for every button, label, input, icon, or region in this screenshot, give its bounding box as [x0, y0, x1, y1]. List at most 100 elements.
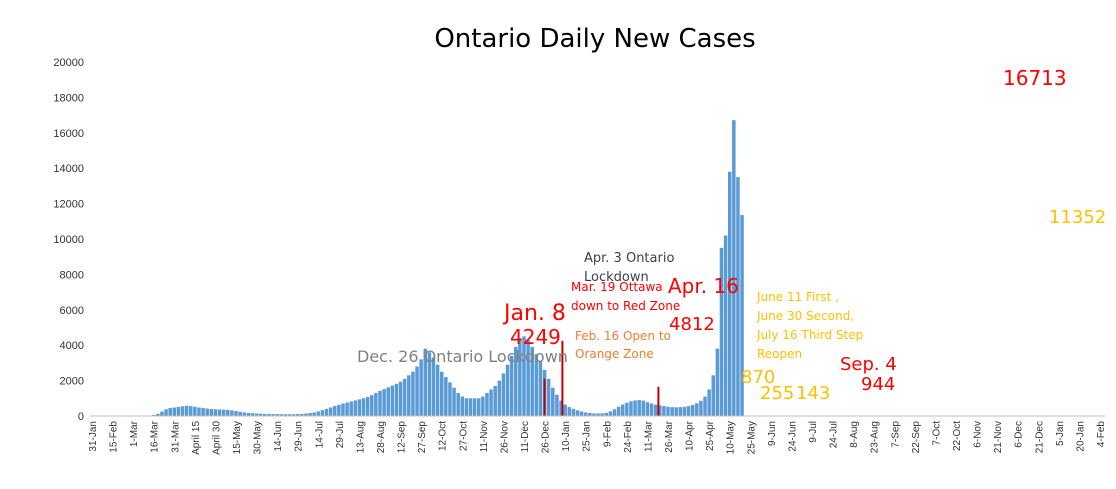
x-tick-label: 24-Jul: [829, 421, 840, 448]
bar: [258, 413, 263, 416]
bar: [583, 412, 588, 416]
x-tick-label: 24-Feb: [623, 421, 634, 453]
x-tick-label: 6-Dec: [1014, 421, 1025, 448]
bar: [378, 390, 382, 416]
bar: [197, 407, 201, 416]
bar: [711, 375, 716, 416]
annotation-value-143: 143: [796, 383, 830, 404]
bar: [489, 389, 493, 416]
bar-series: [147, 120, 744, 416]
bar: [427, 352, 432, 416]
annotation-value-870: 870: [741, 367, 775, 388]
bar: [555, 394, 559, 416]
bar: [390, 385, 395, 416]
annotation-apr16-label: Apr. 16: [668, 274, 739, 298]
bar: [193, 406, 197, 416]
x-tick-label: 12-Oct: [438, 421, 449, 451]
bar: [431, 357, 436, 416]
bar: [151, 414, 156, 416]
bar: [275, 414, 279, 416]
bar: [230, 410, 234, 416]
bar: [328, 407, 333, 416]
x-tick-label: 15-May: [232, 421, 243, 454]
bar: [575, 410, 580, 416]
bar: [361, 398, 366, 416]
x-tick-label: 10-Apr: [685, 420, 696, 451]
bar: [164, 409, 168, 416]
x-tick-label: 9-Feb: [602, 421, 613, 448]
bar: [295, 414, 300, 416]
bar: [522, 336, 526, 416]
bar: [246, 412, 251, 416]
bar: [625, 402, 629, 416]
bar: [304, 413, 308, 416]
x-tick-label: April 30: [211, 421, 222, 455]
bar: [645, 402, 650, 416]
x-tick-label: 26-Nov: [499, 421, 510, 453]
bar: [505, 364, 510, 416]
bar: [439, 371, 444, 416]
x-tick-label: 4-Feb: [1096, 421, 1107, 448]
bar: [662, 406, 666, 416]
x-tick-label: 7-Sep: [890, 421, 901, 448]
bar: [579, 411, 584, 416]
y-tick-label: 2000: [60, 376, 84, 388]
annotation-peak-value: 16713: [1003, 66, 1067, 90]
bar: [324, 408, 329, 416]
bar: [612, 409, 617, 416]
x-tick-label: 22-Sep: [911, 421, 922, 454]
y-tick-label: 12000: [53, 199, 84, 211]
bar: [620, 404, 625, 416]
annotation-feb16-line1: Feb. 16 Open to: [575, 329, 671, 343]
bar: [184, 405, 189, 416]
bar: [588, 412, 592, 416]
bar: [201, 408, 205, 416]
bar: [353, 400, 358, 416]
bar: [653, 404, 658, 416]
bar: [176, 406, 181, 416]
bar: [238, 411, 242, 416]
bar: [213, 409, 218, 416]
bar: [221, 409, 226, 416]
x-tick-label: 27-Sep: [417, 421, 428, 454]
x-tick-label: 24-Jun: [787, 421, 798, 452]
bar: [604, 412, 609, 416]
bar: [345, 402, 349, 416]
x-tick-label: 14-Jun: [273, 421, 284, 452]
annotation-apr3-line2: Lockdown: [584, 270, 649, 285]
bar: [727, 171, 732, 416]
bar: [279, 414, 284, 416]
y-tick-label: 0: [78, 411, 84, 423]
bar: [641, 400, 646, 416]
bar: [723, 235, 728, 416]
bar: [682, 406, 687, 416]
annotation-feb16-line2: Orange Zone: [575, 347, 654, 361]
bar: [567, 407, 572, 416]
bar: [415, 366, 419, 416]
x-tick-label: 21-Dec: [1034, 421, 1045, 453]
annotation-reopen-line1: June 11 First ,: [756, 290, 839, 304]
bar: [332, 406, 337, 416]
x-tick-label: 28-Aug: [376, 421, 387, 453]
bar: [357, 399, 362, 416]
bar: [703, 396, 707, 416]
bar: [633, 400, 637, 416]
x-tick-label: 1-Mar: [129, 420, 140, 447]
bar: [695, 403, 699, 416]
annotation-apr3-line1: Apr. 3 Ontario: [584, 251, 674, 266]
annotation-sep4-value: 944: [861, 374, 895, 395]
bar: [719, 247, 724, 416]
x-tick-label: 30-May: [253, 421, 264, 454]
x-tick-label: 15-Feb: [109, 421, 120, 453]
x-tick-label: 25-May: [746, 421, 757, 454]
y-tick-label: 18000: [53, 92, 84, 104]
bar: [551, 387, 555, 416]
bar: [649, 403, 654, 416]
bar: [407, 375, 411, 416]
bar: [217, 409, 222, 416]
bar: [670, 407, 674, 416]
x-tick-label: 6-Nov: [973, 421, 984, 448]
bar: [435, 364, 440, 416]
annotation-reopen-line2: June 30 Second,: [756, 309, 854, 323]
